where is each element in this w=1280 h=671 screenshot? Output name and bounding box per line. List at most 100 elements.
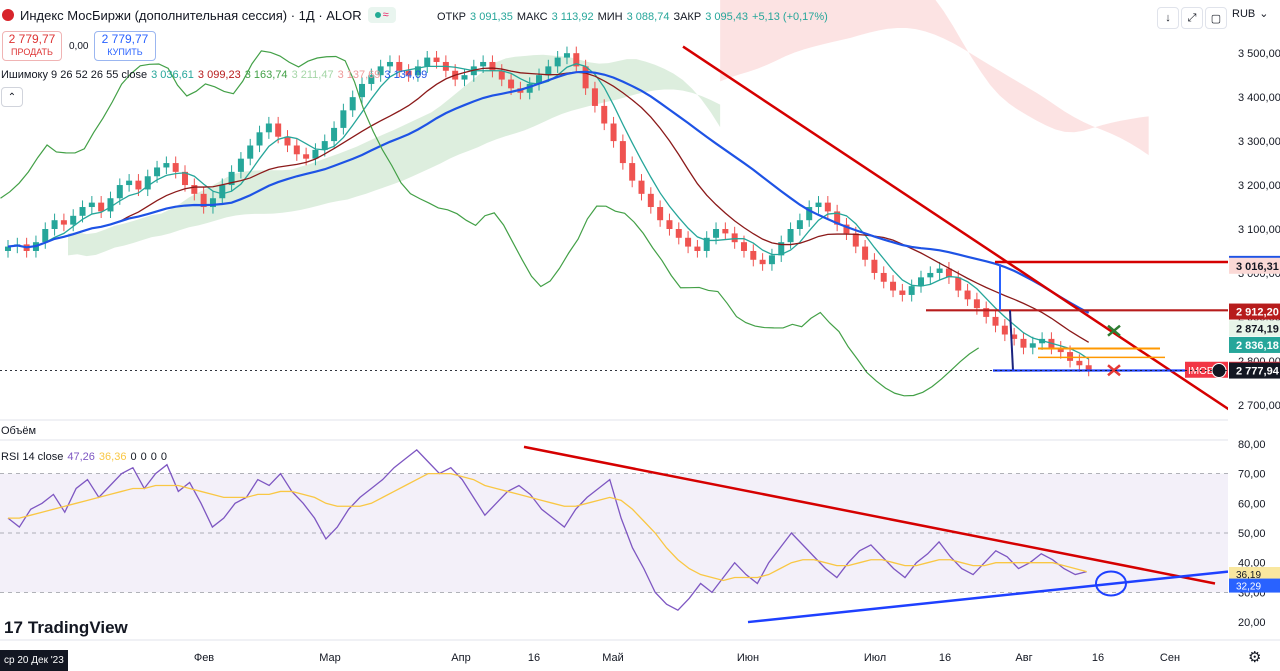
candle-body [666, 220, 673, 229]
ohlc-readout: ОТКР 3 091,35 МАКС 3 113,92 МИН 3 088,74 ЗАКР 3… [437, 11, 828, 23]
candle-body [60, 220, 67, 225]
candle-body [862, 246, 869, 260]
legend-value: 0 [130, 451, 137, 463]
ichimoku-cloud [68, 0, 1149, 257]
price-tick-label: 2 700,00 [1238, 400, 1280, 412]
candle-body [1085, 365, 1092, 370]
candle-body [461, 75, 468, 80]
candle-body [1076, 360, 1083, 366]
price-label: 2 912,20 [1229, 303, 1280, 320]
buy-label: КУПИТЬ [107, 47, 143, 57]
tradingview-brand: TradingView [27, 618, 128, 637]
currency-label: RUB [1232, 7, 1256, 20]
rsi-legend[interactable]: RSI 14 close 47,26 36,36 0 0 0 0 [1, 451, 167, 463]
price-tick-label: 3 400,00 [1238, 92, 1280, 104]
sell-label: ПРОДАТЬ [11, 47, 53, 57]
candle-body [405, 70, 412, 76]
time-tick-label: Авг [1015, 652, 1032, 664]
collapse-legend-button[interactable]: ⌃ [1, 87, 23, 107]
time-tick-label: Фев [194, 652, 214, 664]
candle-body [331, 127, 338, 142]
time-axis[interactable]: Фев Мар Апр 16 Май Июн Июл 16 Авг 16 Сен [194, 652, 1180, 664]
candle-body [79, 207, 86, 216]
candle-body [694, 246, 701, 251]
alert-icon [1211, 363, 1227, 379]
candle-body [424, 57, 431, 67]
candle-body [154, 167, 161, 177]
candle-body [526, 83, 533, 93]
candle-body [368, 75, 375, 84]
candle-body [927, 272, 934, 278]
candle-body [834, 211, 841, 225]
legend-value: 3 099,23 [197, 69, 241, 81]
candle-body [936, 268, 943, 273]
legend-value: 3 134,09 [384, 69, 428, 81]
rsi-label-text: 36,19 [1236, 570, 1261, 581]
tradingview-logo-icon: 17 [4, 618, 23, 637]
instrument-tag: IMOEX2 [1188, 366, 1226, 377]
legend-value: 3 137,69 [337, 69, 381, 81]
candle-body [489, 61, 496, 71]
candle-body [303, 154, 310, 159]
candle-body [955, 277, 962, 291]
candle-body [964, 290, 971, 300]
cross-marker-red [1107, 364, 1121, 377]
rsi-label-text: 32,29 [1236, 582, 1261, 593]
expand-icon[interactable]: ⤢ [1181, 7, 1203, 29]
candle-body [228, 171, 235, 186]
user-drawings[interactable] [682, 45, 1266, 435]
candle-body [815, 202, 822, 208]
ohlc-value: 3 088,74 [626, 11, 670, 23]
time-tick-label: 16 [939, 652, 951, 664]
candle-body [1067, 352, 1074, 361]
price-tick-label: 3 100,00 [1238, 224, 1280, 236]
candle-body [880, 272, 887, 282]
candle-body [740, 242, 747, 251]
candle-body [377, 66, 384, 76]
candle-body [237, 158, 244, 172]
ichimoku-legend[interactable]: Ишимоку 9 26 52 26 55 close 3 036,61 3 09… [1, 69, 427, 81]
ohlc-key: МИН [597, 11, 623, 23]
candle-body [917, 277, 924, 287]
candle-body [88, 202, 95, 208]
time-tick-label: Сен [1160, 652, 1180, 664]
candle-body [787, 229, 794, 243]
candle-body [908, 286, 915, 295]
time-tick-label: Июл [864, 652, 886, 664]
price-label-bg [1229, 320, 1280, 337]
candle-body [610, 123, 617, 142]
sell-button[interactable]: 2 779,77 ПРОДАТЬ [2, 31, 62, 61]
volume-legend[interactable]: Объём [1, 425, 37, 437]
rsi-series-line [7, 448, 1087, 611]
gear-icon[interactable]: ⚙ [1248, 649, 1262, 666]
rsi-label-bg [1229, 578, 1280, 593]
fullscreen-icon[interactable]: ▢ [1205, 7, 1227, 29]
candle-body [796, 220, 803, 229]
candle-body [247, 145, 254, 159]
candle-body [480, 61, 487, 67]
candle-body [1020, 338, 1027, 348]
symbol-title[interactable]: Индекс МосБиржи (дополнительная сессия) … [20, 7, 362, 23]
candle-body [321, 141, 328, 150]
ohlc-key: МАКС [516, 11, 548, 23]
candle-body [498, 70, 505, 80]
candle-body [629, 163, 636, 181]
price-label-text: 2 874,19 [1236, 323, 1279, 335]
currency-selector[interactable]: RUB ⌄ [1232, 7, 1268, 21]
candle-body [340, 110, 347, 128]
market-status-badge[interactable]: ≈ [367, 7, 396, 23]
buy-button[interactable]: 2 779,77 КУПИТЬ [94, 31, 156, 61]
candle-body [107, 198, 114, 212]
tradingview-logo[interactable]: 17 TradingView [4, 618, 128, 638]
candle-body [209, 198, 216, 208]
time-tick-label: Май [602, 652, 624, 664]
candle-body [98, 202, 105, 212]
rsi-tick-label: 40,00 [1238, 558, 1266, 570]
arrow-down-icon[interactable]: ↓ [1157, 7, 1179, 29]
moving-average-line [7, 70, 1090, 314]
price-label-text: 2 912,20 [1236, 307, 1279, 319]
rsi-tick-label: 60,00 [1238, 498, 1266, 510]
candle-body [42, 229, 49, 243]
